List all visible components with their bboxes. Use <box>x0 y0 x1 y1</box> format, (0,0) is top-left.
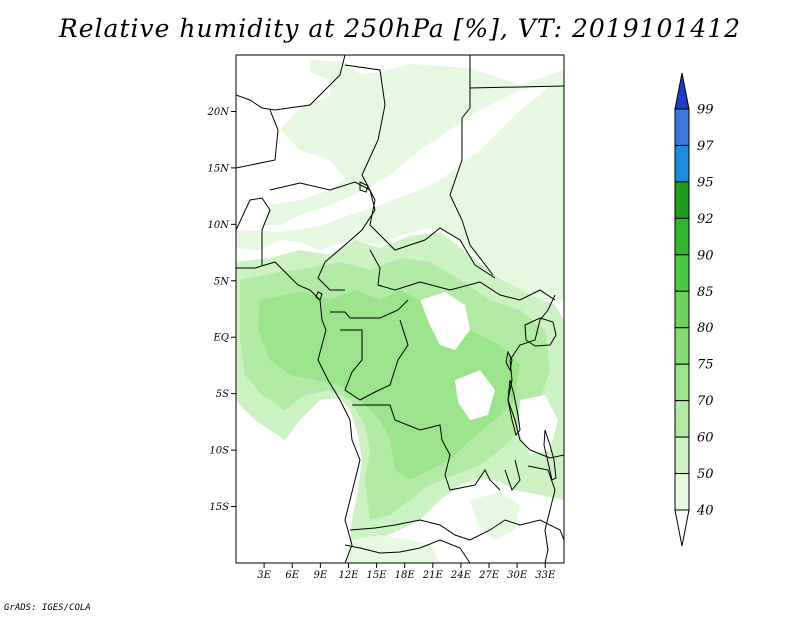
colorbar-label: 75 <box>697 358 714 373</box>
lon-tick-label: 12E <box>338 570 359 581</box>
colorbar-segment <box>674 363 690 402</box>
colorbar-segment <box>674 144 690 183</box>
lat-tick-label: 10N <box>208 220 231 231</box>
lon-tick-label: 24E <box>450 570 472 581</box>
lake-tanganyika <box>507 379 521 437</box>
colorbar-segment <box>674 254 690 292</box>
lon-tick-label: 27E <box>478 570 500 581</box>
colorbar-segment <box>674 400 690 438</box>
humidity-field-south-2 <box>470 492 520 540</box>
border-10 <box>340 319 409 401</box>
colorbar-label: 95 <box>697 175 714 190</box>
colorbar-segment <box>674 181 690 219</box>
map-title: Relative humidity at 250hPa [%], VT: 201… <box>58 14 742 43</box>
lat-tick-label: 15S <box>209 502 229 513</box>
colorbar-segment <box>674 290 690 329</box>
border-5 <box>236 109 279 169</box>
colorbar-label: 40 <box>696 504 714 519</box>
border-6 <box>236 197 271 265</box>
lon-tick-label: 15E <box>367 570 388 581</box>
colorbar-label: 80 <box>697 321 714 336</box>
border-8 <box>369 249 556 301</box>
humidity-gap-1 <box>420 292 470 350</box>
humidity-field-south <box>345 535 440 563</box>
humidity-shading <box>236 60 564 563</box>
lat-tick-label: 20N <box>207 107 231 118</box>
colorbar-segment <box>674 436 690 475</box>
border-14 <box>344 539 471 563</box>
border-3 <box>449 55 494 276</box>
country-borders <box>236 55 564 563</box>
longitude-axis: 3E 6E 9E 12E 15E 18E 21E 24E 27E 30E 33E <box>257 563 556 581</box>
border-13 <box>349 519 564 541</box>
lat-tick-label: EQ <box>213 333 230 344</box>
lat-tick-label: 10S <box>209 446 229 457</box>
colorbar-segment <box>674 473 690 511</box>
lake-kivu <box>505 350 513 372</box>
border-16 <box>504 459 521 492</box>
humidity-gap-2 <box>455 370 495 420</box>
colorbar-label: 92 <box>697 212 714 227</box>
latitude-axis: 20N 15N 10N 5N EQ 5S 10S 15S <box>207 107 236 513</box>
colorbar-under-triangle <box>674 509 690 547</box>
map-frame <box>235 54 565 564</box>
colorbar-label: 97 <box>697 139 714 154</box>
lake-victoria <box>524 317 557 347</box>
lon-tick-label: 3E <box>257 570 271 581</box>
border-2 <box>344 64 496 279</box>
colorbar-over-triangle <box>674 72 690 110</box>
lon-tick-label: 9E <box>314 570 328 581</box>
lake-malawi <box>543 429 557 481</box>
lon-tick-label: 18E <box>395 570 416 581</box>
lon-tick-label: 30E <box>507 570 528 581</box>
border-12 <box>352 404 501 491</box>
border-1 <box>236 55 346 111</box>
colorbar-segment <box>674 108 690 146</box>
lake-chad <box>359 181 369 193</box>
lon-tick-label: 6E <box>285 570 299 581</box>
border-9 <box>330 299 409 319</box>
credit-text: GrADS: IGES/COLA <box>4 603 91 613</box>
colorbar-label: 90 <box>697 248 714 263</box>
lon-tick-label: 33E <box>535 570 556 581</box>
lat-tick-label: 5S <box>216 389 229 400</box>
colorbar-segment <box>674 217 690 256</box>
border-4 <box>469 85 564 89</box>
lat-tick-label: 15N <box>208 163 231 174</box>
border-15 <box>527 465 556 563</box>
colorbar-label: 60 <box>697 431 714 446</box>
lon-tick-label: 21E <box>422 570 444 581</box>
colorbar-label: 50 <box>697 467 714 482</box>
colorbar-label: 85 <box>697 285 714 300</box>
humidity-gap-4 <box>255 150 320 190</box>
humidity-field-north <box>236 60 564 300</box>
coast-bioko <box>315 291 323 301</box>
colorbar-segment <box>674 327 690 365</box>
lat-tick-label: 5N <box>214 276 230 287</box>
coastline-west-africa <box>236 261 361 563</box>
colorbar-label: 70 <box>697 394 714 409</box>
border-11 <box>507 294 564 459</box>
colorbar-label: 99 <box>697 103 714 118</box>
border-7 <box>269 181 376 291</box>
colorbar: 99 97 95 92 90 85 80 75 70 60 50 40 <box>674 72 714 547</box>
